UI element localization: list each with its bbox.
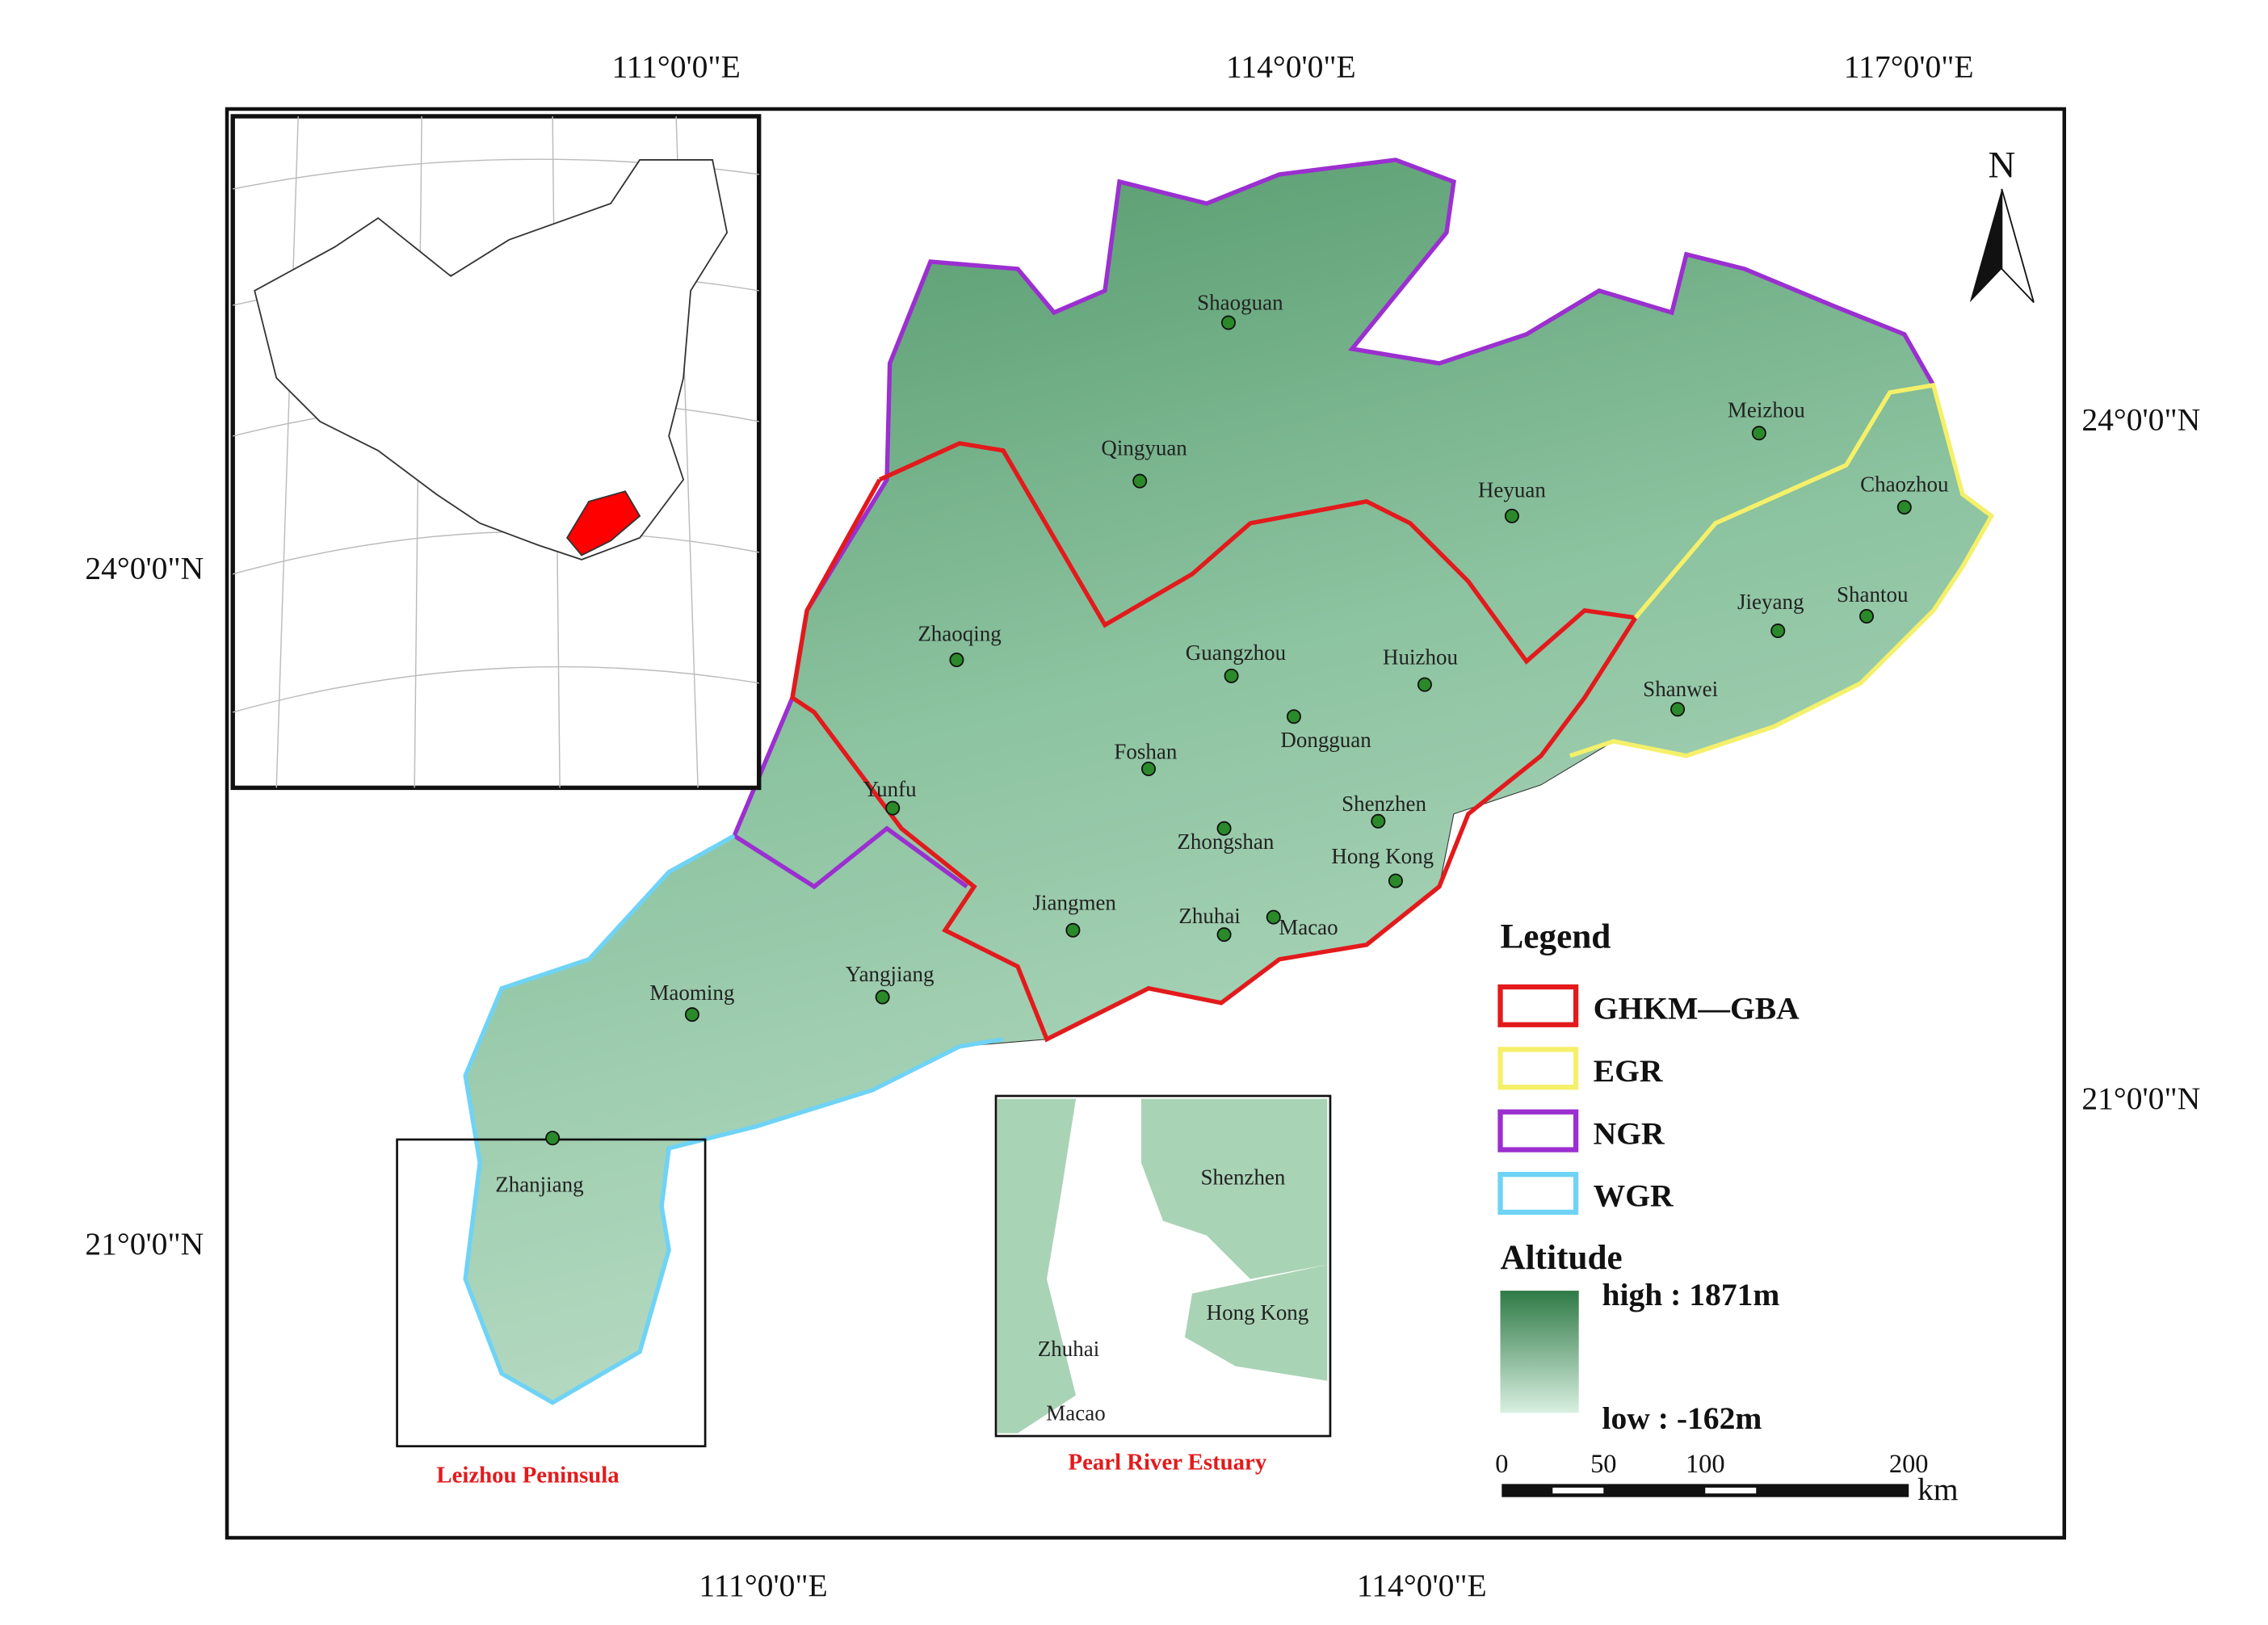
legend-swatch: [1497, 1171, 1579, 1216]
lat-label: 21°0'0"N: [2081, 1081, 2200, 1116]
city-marker: [1286, 709, 1301, 724]
city-label: Shaoguan: [1197, 290, 1283, 314]
ngr-boundary: [790, 157, 1936, 699]
altitude-high: high : 1871m: [1602, 1277, 1779, 1312]
scale-tick-label: 100: [1686, 1450, 1725, 1479]
city-marker: [1266, 909, 1281, 925]
city-label: Shanwei: [1643, 677, 1718, 701]
city-marker: [1770, 624, 1786, 639]
lon-label: 117°0'0"E: [1844, 48, 1974, 84]
inset-label: Shenzhen: [1201, 1165, 1286, 1190]
city-marker: [1065, 922, 1081, 938]
legend-swatch: [1497, 1109, 1579, 1153]
lon-label: 114°0'0"E: [1357, 1568, 1487, 1603]
legend-label: NGR: [1594, 1115, 1665, 1151]
city-label: Jiangmen: [1033, 891, 1117, 915]
city-marker: [1896, 500, 1912, 515]
scale-bar-segment: [1552, 1487, 1604, 1494]
gba-boundary: [790, 441, 1640, 1043]
city-label: Hong Kong: [1331, 844, 1434, 868]
city-marker: [1371, 813, 1386, 829]
city-marker: [1224, 668, 1239, 683]
guangdong-highlight: [566, 490, 641, 556]
scale-bar-segment: [1705, 1487, 1757, 1494]
lat-label: 21°0'0"N: [85, 1226, 204, 1262]
altitude-low: low : -162m: [1602, 1400, 1762, 1436]
city-marker: [875, 989, 890, 1005]
wgr-boundary: [463, 833, 1004, 1405]
city-label: Zhanjiang: [495, 1173, 583, 1197]
city-marker: [1216, 927, 1232, 943]
lat-label: 24°0'0"N: [85, 550, 204, 586]
city-label: Shenzhen: [1342, 792, 1426, 816]
egr-boundary: [1569, 382, 1995, 758]
north-arrow: [1969, 188, 2035, 303]
city-marker: [545, 1131, 561, 1146]
city-marker: [1859, 609, 1875, 624]
legend-label: EGR: [1594, 1053, 1663, 1089]
altitude-title: Altitude: [1501, 1239, 1623, 1277]
china-outline: [254, 159, 729, 561]
city-label: Yunfu: [863, 777, 917, 801]
city-label: Macao: [1279, 915, 1338, 939]
city-label: Qingyuan: [1101, 435, 1187, 460]
city-marker: [1417, 677, 1432, 692]
scale-bar-body: [1502, 1484, 1909, 1497]
lon-label: 111°0'0"E: [699, 1568, 827, 1603]
scale-tick-label: 0: [1495, 1450, 1508, 1479]
north-label: N: [1988, 145, 2015, 187]
city-label: Maoming: [649, 980, 734, 1005]
city-label: Jieyang: [1737, 590, 1804, 614]
scale-unit: km: [1917, 1472, 1959, 1507]
inset-caption: Leizhou Peninsula: [436, 1463, 619, 1489]
legend-label: GHKM—GBA: [1594, 991, 1800, 1027]
city-label: Shantou: [1837, 582, 1909, 607]
lat-label: 24°0'0"N: [2081, 402, 2200, 438]
inset-caption: Pearl River Estuary: [1069, 1449, 1267, 1475]
city-marker: [949, 653, 964, 668]
inset-label: Macao: [1046, 1400, 1105, 1425]
city-label: Foshan: [1114, 739, 1177, 763]
city-label: Zhuhai: [1178, 904, 1240, 928]
city-marker: [1504, 508, 1519, 523]
inset-label: Hong Kong: [1207, 1300, 1309, 1325]
city-label: Guangzhou: [1186, 640, 1287, 665]
lon-label: 114°0'0"E: [1226, 48, 1356, 84]
city-label: Huizhou: [1383, 645, 1458, 669]
city-marker: [1216, 821, 1232, 836]
legend-label: WGR: [1594, 1178, 1674, 1214]
city-label: Meizhou: [1728, 397, 1805, 422]
scale-tick-label: 200: [1889, 1450, 1929, 1479]
city-marker: [1751, 426, 1766, 441]
city-marker: [1220, 315, 1236, 330]
pearl-inset-land: [997, 1098, 1328, 1434]
city-marker: [885, 800, 901, 816]
city-label: Dongguan: [1280, 728, 1371, 752]
city-marker: [1140, 762, 1156, 777]
legend-swatch: [1497, 984, 1579, 1027]
city-label: Zhongshan: [1177, 829, 1274, 854]
city-label: Chaozhou: [1860, 472, 1949, 496]
city-marker: [684, 1007, 699, 1022]
city-marker: [1388, 873, 1403, 888]
altitude-ramp: [1500, 1291, 1579, 1413]
city-label: Yangjiang: [846, 962, 934, 986]
city-label: Heyuan: [1478, 477, 1546, 502]
inset-label: Zhuhai: [1038, 1337, 1099, 1361]
scale-tick-label: 50: [1590, 1450, 1616, 1479]
lon-label: 111°0'0"E: [611, 48, 740, 84]
legend-swatch: [1497, 1047, 1579, 1090]
legend-title: Legend: [1501, 917, 1611, 955]
city-marker: [1670, 702, 1686, 717]
city-label: Zhaoqing: [918, 622, 1001, 646]
city-marker: [1132, 473, 1148, 489]
